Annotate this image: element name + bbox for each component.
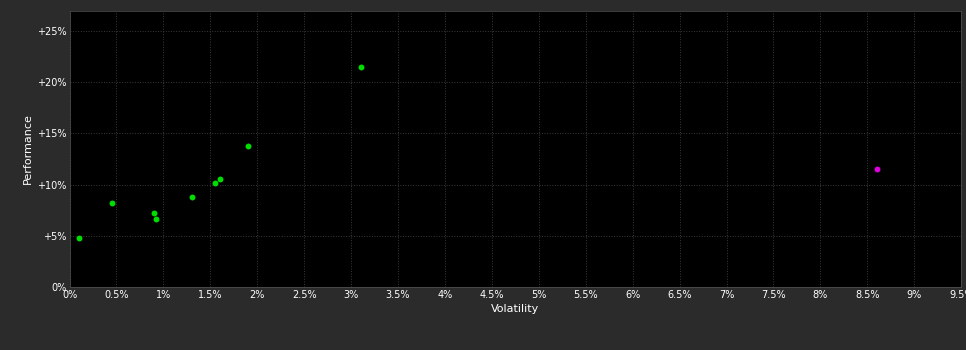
Point	[212, 177, 227, 182]
Point	[146, 210, 161, 216]
Point	[148, 217, 163, 222]
Point	[208, 180, 223, 186]
Point	[71, 235, 87, 241]
Y-axis label: Performance: Performance	[23, 113, 33, 184]
Point	[869, 167, 885, 172]
Point	[104, 200, 120, 206]
Point	[353, 64, 368, 70]
X-axis label: Volatility: Volatility	[492, 304, 539, 314]
Point	[241, 143, 256, 148]
Point	[184, 194, 199, 200]
